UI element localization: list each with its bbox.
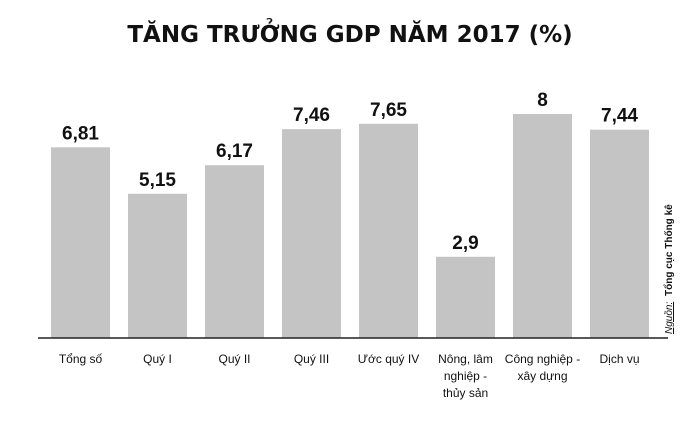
category-label-line: Nông, lâm	[438, 352, 493, 366]
category-label-line: nghiệp -	[444, 369, 487, 383]
source-name: Tổng cục Thống kê	[663, 204, 675, 296]
category-label-line: thủy sản	[443, 386, 488, 400]
bar-5	[359, 123, 418, 338]
category-labels: Tổng số Quý I Quý II Quý III Ước quý IV Nông,…	[59, 352, 640, 400]
value-label-3: 6,17	[216, 141, 253, 162]
value-label-6: 2,9	[452, 233, 478, 254]
source-note-text: Nguồn: Tổng cục Thống kê	[663, 204, 675, 334]
chart-title: TĂNG TRƯỞNG GDP NĂM 2017 (%)	[127, 22, 573, 48]
value-label-2: 5,15	[139, 170, 176, 191]
category-label-2: Quý I	[143, 352, 172, 366]
category-label-line: Dịch vụ	[599, 352, 639, 366]
category-label-line: Tổng số	[59, 352, 103, 366]
bar-4	[282, 129, 341, 338]
category-label-6: Nông, lâm nghiệp - thủy sản	[438, 352, 493, 400]
value-label-4: 7,46	[293, 105, 330, 126]
category-label-4: Quý III	[294, 352, 329, 366]
value-label-1: 6,81	[62, 123, 99, 144]
category-label-1: Tổng số	[59, 352, 103, 366]
bar-6	[436, 256, 495, 338]
source-prefix: Nguồn:	[663, 302, 675, 334]
category-label-3: Quý II	[218, 352, 250, 366]
value-label-7: 8	[537, 90, 548, 111]
bar-8	[590, 129, 649, 338]
source-note: Nguồn: Tổng cục Thống kê	[663, 204, 675, 334]
category-label-line: Quý I	[143, 352, 172, 366]
category-label-line: xây dựng	[517, 369, 567, 383]
bars	[51, 114, 649, 338]
bar-7	[513, 114, 572, 338]
value-labels: 6,81 5,15 6,17 7,46 7,65 2,9 8 7,44	[62, 90, 638, 254]
category-label-line: Quý II	[218, 352, 250, 366]
category-label-line: Quý III	[294, 352, 329, 366]
bar-3	[205, 165, 264, 338]
category-label-7: Công nghiệp - xây dựng	[505, 352, 580, 383]
value-label-5: 7,65	[370, 100, 407, 121]
category-label-line: Ước quý IV	[358, 352, 419, 366]
bar-1	[51, 147, 110, 338]
bar-2	[128, 193, 187, 338]
category-label-line: Công nghiệp -	[505, 352, 580, 366]
category-label-8: Dịch vụ	[599, 352, 639, 366]
value-label-8: 7,44	[601, 106, 638, 127]
category-label-5: Ước quý IV	[358, 352, 419, 366]
